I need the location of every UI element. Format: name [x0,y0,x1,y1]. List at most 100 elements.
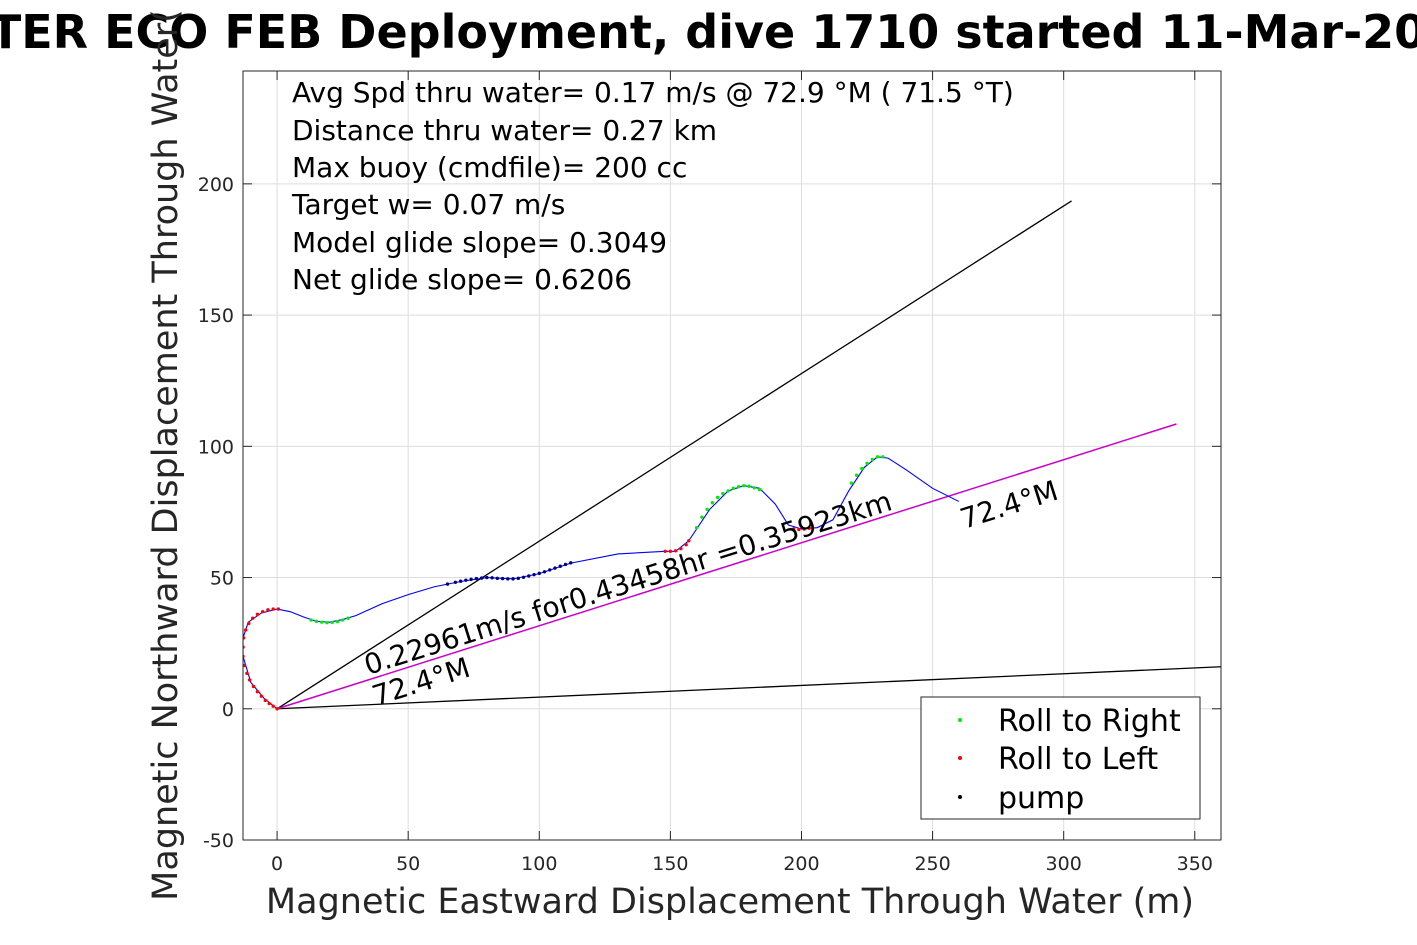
roll-right-point [881,455,885,459]
roll-right-point [731,486,736,491]
roll-right-point [346,616,350,620]
roll-right-point [710,501,715,505]
pump-point [542,570,547,574]
pump-point [495,576,500,581]
roll-right-point [865,461,869,466]
roll-right-point [752,486,756,490]
roll-right-point [726,489,730,493]
roll-left-point [247,678,252,682]
roll-left-point [271,607,275,611]
roll-left-point [255,612,260,616]
roll-left-point [245,671,249,676]
info-block: Avg Spd thru water= 0.17 m/s @ 72.9 °M (… [291,76,1014,296]
y-tick-label: 150 [198,305,234,327]
pump-point [516,576,521,581]
roll-left-point [267,701,271,706]
pump-point [490,576,494,580]
roll-right-point [314,619,319,624]
axis-ticks: 0 50 100 150 200 250 300 350 -50 0 50 100 150 200 [198,71,1221,875]
roll-right-point [849,481,854,485]
legend-box [920,696,1201,820]
roll-left-point [668,549,673,553]
roll-right-point [309,618,313,622]
x-tick-label: 200 [783,853,819,875]
legend-label-roll-right: Roll to Right [998,704,1181,739]
legend: Roll to Right Roll to Left pump [920,696,1201,820]
pump-point [500,576,505,581]
roll-left-point [807,526,812,530]
roll-left-point [251,616,255,620]
roll-left-point [802,527,806,531]
x-tick-label: 150 [652,853,688,875]
roll-left-point [687,539,691,543]
chart-title: TER ECO FEB Deployment, dive 1710 starte… [0,5,1417,59]
y-tick-label: -50 [203,830,234,852]
roll-right-point [747,484,751,488]
info-target-w: Target w= 0.07 m/s [291,188,565,221]
roll-left-point [791,527,796,531]
x-tick-label: 250 [914,853,950,875]
info-avg-speed: Avg Spd thru water= 0.17 m/s @ 72.9 °M (… [292,76,1014,109]
pump-point [553,566,557,570]
legend-label-pump: pump [998,781,1084,816]
roll-right-point [854,473,859,477]
info-net-glide: Net glide slope= 0.6206 [292,263,632,296]
roll-right-point [875,455,880,459]
y-axis-label: Magnetic Northward Displacement Through … [146,9,186,901]
roll-left-point [243,628,248,632]
roll-left-point [679,546,683,551]
roll-left-point [663,549,667,553]
roll-right-point [335,619,340,624]
roll-left-point [276,607,281,611]
pump-point [569,561,573,565]
roll-right-point [700,515,704,519]
pump-point [445,582,450,586]
pump-point [464,578,468,582]
roll-right-point [330,620,334,625]
pump-point [453,580,458,584]
roll-left-point [243,663,247,668]
roll-left-point [247,621,251,626]
x-tick-label: 0 [271,853,283,875]
roll-right-points [309,455,885,625]
heading-line [276,423,1177,710]
cone-upper-line [276,200,1072,710]
legend-marker-roll-right [958,718,962,722]
pump-point [474,576,479,581]
pump-point [479,576,484,580]
pump-point [537,571,541,576]
y-tick-label: 0 [222,699,234,721]
cone-lower-line [277,666,1221,710]
pump-point [527,574,531,578]
plot-frame [242,70,1222,841]
roll-right-point [715,495,720,500]
legend-marker-roll-left [958,756,962,760]
pump-point [558,564,562,568]
roll-right-point [319,620,324,624]
roll-left-point [797,527,801,532]
pump-points [445,561,573,586]
roll-left-point [673,549,678,553]
roll-right-point [721,491,725,496]
pump-point [469,577,473,582]
pump-point [532,572,536,577]
roll-left-point [684,543,688,547]
y-tick-label: 200 [198,174,234,196]
y-tick-label: 100 [198,436,234,458]
roll-right-point [757,487,762,492]
roll-left-point [263,698,267,703]
roll-left-point [255,690,260,694]
roll-right-point [742,483,746,488]
roll-right-point [860,466,864,471]
legend-label-roll-left: Roll to Left [998,742,1158,777]
x-tick-label: 50 [396,853,420,875]
roll-right-point [325,620,329,625]
roll-left-point [266,608,270,612]
roll-right-point [340,618,345,622]
legend-marker-pump [958,795,962,799]
pump-point [521,575,526,579]
roll-right-point [705,507,709,512]
roll-left-point [251,684,256,689]
roll-left-point [243,636,246,640]
